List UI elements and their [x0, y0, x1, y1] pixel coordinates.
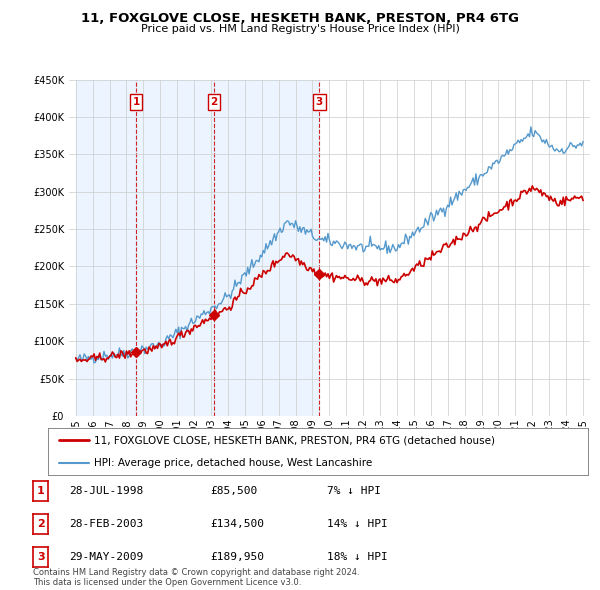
Text: 11, FOXGLOVE CLOSE, HESKETH BANK, PRESTON, PR4 6TG: 11, FOXGLOVE CLOSE, HESKETH BANK, PRESTO…	[81, 12, 519, 25]
Text: 2: 2	[37, 519, 44, 529]
Text: This data is licensed under the Open Government Licence v3.0.: This data is licensed under the Open Gov…	[33, 578, 301, 587]
Bar	[136, 80, 214, 416]
Text: 1: 1	[133, 97, 140, 107]
Text: £85,500: £85,500	[210, 486, 257, 496]
Text: 11, FOXGLOVE CLOSE, HESKETH BANK, PRESTON, PR4 6TG (detached house): 11, FOXGLOVE CLOSE, HESKETH BANK, PRESTO…	[94, 435, 495, 445]
Text: 28-JUL-1998: 28-JUL-1998	[69, 486, 143, 496]
Text: HPI: Average price, detached house, West Lancashire: HPI: Average price, detached house, West…	[94, 458, 372, 468]
Text: 3: 3	[37, 552, 44, 562]
Text: 29-MAY-2009: 29-MAY-2009	[69, 552, 143, 562]
Text: Price paid vs. HM Land Registry's House Price Index (HPI): Price paid vs. HM Land Registry's House …	[140, 24, 460, 34]
Text: Contains HM Land Registry data © Crown copyright and database right 2024.: Contains HM Land Registry data © Crown c…	[33, 568, 359, 577]
Text: 18% ↓ HPI: 18% ↓ HPI	[327, 552, 388, 562]
Text: 28-FEB-2003: 28-FEB-2003	[69, 519, 143, 529]
Text: 14% ↓ HPI: 14% ↓ HPI	[327, 519, 388, 529]
Text: 2: 2	[210, 97, 217, 107]
Text: 3: 3	[316, 97, 323, 107]
Text: 7% ↓ HPI: 7% ↓ HPI	[327, 486, 381, 496]
Bar	[214, 80, 319, 416]
Bar	[76, 80, 136, 416]
Text: £134,500: £134,500	[210, 519, 264, 529]
Text: £189,950: £189,950	[210, 552, 264, 562]
Text: 1: 1	[37, 486, 44, 496]
